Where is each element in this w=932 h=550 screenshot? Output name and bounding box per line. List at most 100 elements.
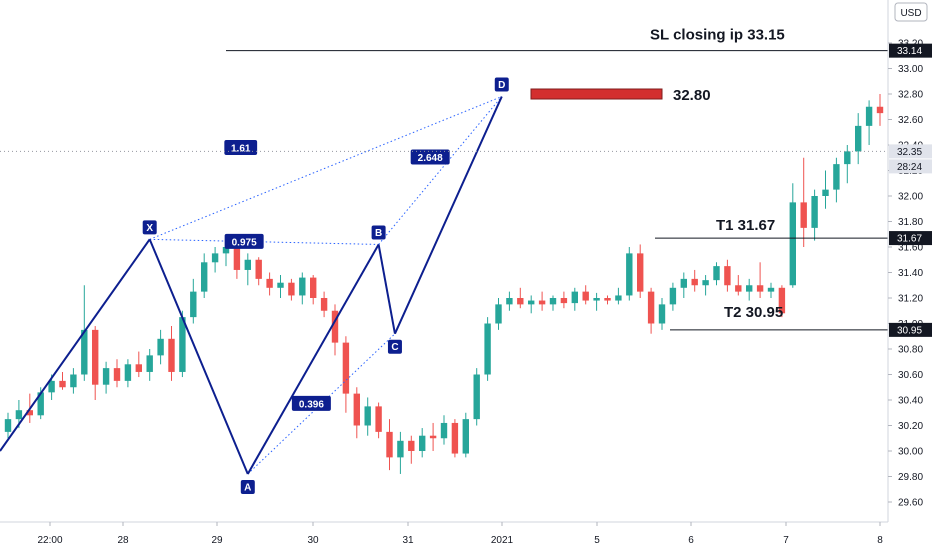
candle-body: [408, 440, 415, 451]
candle-body: [288, 282, 295, 296]
level-lines-layer: SL closing ip 33.15 32.80 T1 31.67 T2 30.95: [0, 27, 888, 331]
point-label-box: [142, 220, 157, 235]
pattern-leg-cd: [394, 96, 503, 335]
price-axis-tag-box: [889, 322, 932, 337]
candle-body: [669, 287, 677, 305]
candle-body: [190, 291, 197, 318]
candle-body: [146, 355, 153, 372]
candle-body: [320, 298, 328, 311]
currency-button-label: USD: [900, 8, 921, 19]
candle-body: [462, 419, 469, 454]
candle-body: [244, 259, 251, 270]
candle-body: [767, 287, 775, 292]
candle-body: [135, 364, 142, 372]
candle-body: [419, 435, 426, 451]
price-axis-tag-text: 33.14: [897, 46, 922, 57]
price-axis-tag-text: 30.95: [897, 325, 922, 336]
candle-body: [429, 435, 437, 439]
price-tick-label: 29.60: [898, 498, 923, 509]
candle-body: [593, 298, 600, 301]
candle-body: [364, 406, 371, 426]
level-line-label: SL closing ip 33.15: [650, 27, 785, 44]
candle-body: [680, 278, 687, 288]
price-tick-label: 30.60: [898, 370, 923, 381]
candle-body: [637, 253, 644, 292]
pattern-leg-bc: [377, 244, 396, 334]
level-line-label: T2 30.95: [724, 304, 783, 321]
price-tick-label: 31.60: [898, 243, 923, 254]
price-tick-label: 31.40: [898, 268, 923, 279]
candle-body: [201, 262, 208, 292]
price-tick-label: 29.80: [898, 472, 923, 483]
price-axis-tag-box: [889, 231, 932, 246]
ratio-line-ac: [247, 333, 396, 475]
point-label-a: A: [240, 479, 255, 494]
candle-body: [331, 310, 339, 343]
ratio-label-box: [224, 233, 264, 249]
ratio-label-text: 0.396: [299, 399, 324, 410]
candle-body: [735, 285, 742, 292]
price-tick-label: 30.40: [898, 396, 923, 407]
candle-body: [15, 410, 23, 420]
ratio-line-xd: [149, 96, 502, 240]
candle-body: [26, 410, 33, 416]
candle-body: [658, 304, 666, 324]
ratio-label-text: 1.61: [231, 143, 251, 154]
candle-body: [724, 266, 731, 286]
price-tick-label: 32.80: [898, 90, 923, 101]
pattern-leg-xa: [148, 238, 249, 475]
candles-layer: [4, 48, 932, 474]
candle-body: [571, 291, 578, 304]
time-tick-label: 5: [594, 535, 600, 546]
current-price-tag-text: 32.35: [897, 147, 922, 158]
candle-body: [353, 393, 360, 426]
time-tick-label: 8: [877, 535, 883, 546]
candle-body: [746, 285, 753, 292]
point-label-text: D: [498, 80, 505, 91]
level-line: T1 31.67: [655, 217, 888, 239]
candle-body: [113, 368, 121, 381]
candle-body: [81, 329, 88, 375]
ratio-label-box: [291, 395, 331, 411]
candle-body: [375, 406, 382, 432]
price-axis-tag: 33.14: [889, 43, 932, 58]
point-label-text: B: [375, 228, 382, 239]
price-axis[interactable]: 29.6029.8030.0030.2030.4030.6030.8031.00…: [887, 0, 932, 522]
candle-body: [451, 422, 459, 454]
price-tick-label: 30.00: [898, 447, 923, 458]
candle-body: [473, 374, 480, 420]
candle-body: [157, 338, 164, 356]
point-label-text: C: [391, 342, 398, 353]
candle-body: [440, 422, 448, 439]
candle-body: [299, 277, 306, 296]
time-tick-label: 29: [211, 535, 223, 546]
candle-body: [102, 368, 110, 385]
price-axis-tag: 30.95: [889, 322, 932, 337]
candle-body: [124, 364, 132, 381]
candle-body: [582, 291, 589, 301]
price-tick-label: 30.80: [898, 345, 923, 356]
candle-body: [604, 298, 611, 301]
candle-body: [615, 295, 622, 301]
candle-body: [168, 338, 175, 372]
price-tick-label: 30.20: [898, 421, 923, 432]
candle-body: [549, 298, 557, 305]
entry-zone-box: [530, 88, 663, 100]
harmonic-pattern-layer: 0.975 0.396 1.61 2.648 X A B C D: [0, 77, 509, 494]
point-label-x: X: [142, 220, 157, 235]
time-tick-label: 31: [402, 535, 414, 546]
time-axis[interactable]: 22:00 28 29 30 31 2021 5 6 7 8: [0, 521, 888, 546]
candle-body: [789, 202, 796, 286]
candle-body: [855, 125, 862, 152]
candle-body: [342, 342, 350, 394]
price-axis-tag-text: 31.67: [897, 234, 922, 245]
price-axis-tag-box: [889, 43, 932, 58]
candle-body: [822, 189, 829, 196]
point-label-box: [240, 479, 255, 494]
currency-button[interactable]: USD: [894, 2, 928, 22]
candle-body: [266, 278, 273, 288]
point-label-b: B: [371, 225, 386, 240]
ratio-label: 1.61: [224, 139, 258, 155]
